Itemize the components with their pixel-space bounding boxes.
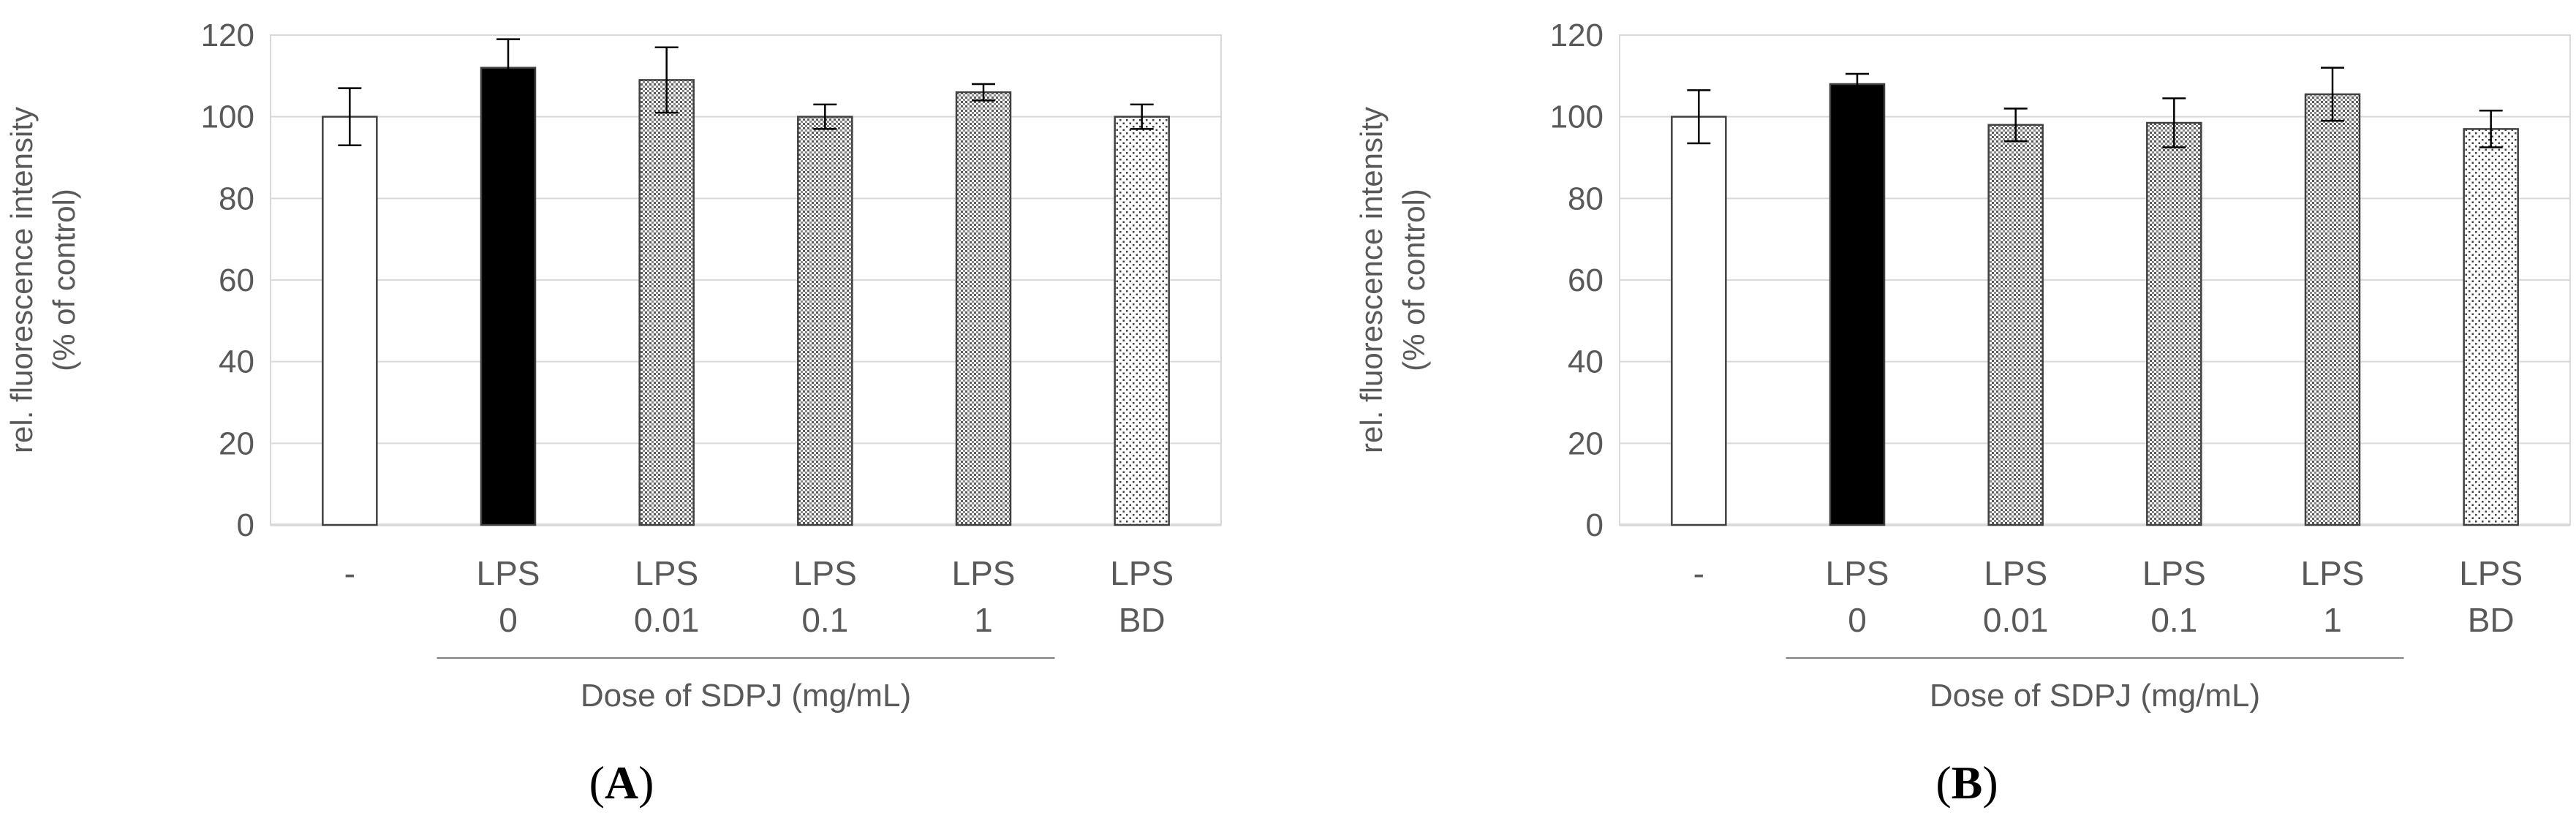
y-tick-label: 100 [1550, 99, 1604, 135]
y-tick-label: 120 [201, 18, 254, 53]
bars [1671, 67, 2519, 526]
bar [797, 116, 853, 526]
x-category-sublabel: 0.1 [801, 601, 848, 639]
x-category-sublabel: 0 [499, 601, 518, 639]
plot-frame [1619, 34, 2571, 526]
y-tick-label: 60 [219, 262, 254, 298]
x-category-sublabel: 0.01 [1983, 601, 2049, 639]
x-category-sublabel: 1 [974, 601, 993, 639]
bar [2304, 93, 2361, 526]
x-category-label: LPS [477, 554, 540, 592]
panel-letter-b: B [1952, 757, 1983, 809]
x-category-label: LPS [2301, 554, 2365, 592]
y-axis: 0 20 40 60 80 100 120 [1550, 18, 1604, 543]
bar [2463, 128, 2519, 526]
y-tick-label: 20 [219, 426, 254, 461]
bar [1987, 124, 2044, 526]
x-category-label: LPS [2142, 554, 2206, 592]
y-tick-label: 40 [219, 344, 254, 380]
y-tick-label: 40 [1568, 344, 1604, 380]
x-category-label: - [344, 554, 355, 592]
y-axis-label-line1: rel. fluorescence intensity [4, 107, 39, 453]
x-category-label: LPS [2459, 554, 2523, 592]
x-category-label: - [1693, 554, 1704, 592]
y-tick-label: 60 [1568, 262, 1604, 298]
x-category-sublabel: 0.01 [634, 601, 700, 639]
y-tick-label: 120 [1550, 18, 1604, 53]
y-axis-label-line2: (% of control) [1397, 189, 1431, 371]
gridlines [270, 34, 1222, 526]
x-axis-label: Dose of SDPJ (mg/mL) [581, 678, 911, 714]
gridlines [1619, 34, 2571, 526]
x-category-sublabel: 0.1 [2150, 601, 2197, 639]
x-category-label: LPS [1826, 554, 1889, 592]
x-category-label: LPS [635, 554, 698, 592]
x-category-sublabel: BD [2468, 601, 2515, 639]
bar [2146, 121, 2202, 526]
bar [1829, 83, 1886, 526]
x-category-label: LPS [793, 554, 857, 592]
x-category-sublabel: 0 [1848, 601, 1867, 639]
plot-frame [270, 34, 1222, 526]
panel-label-b: (B) [1935, 757, 1998, 809]
y-tick-label: 80 [1568, 181, 1604, 216]
x-category-label: LPS [952, 554, 1016, 592]
x-category-sublabel: 1 [2323, 601, 2342, 639]
x-categories: - LPS 0 LPS 0.01 LPS 0.1 LPS 1 LPS BD [1693, 554, 2523, 639]
y-axis: 0 20 40 60 80 100 120 [201, 18, 254, 543]
y-axis-label-line1: rel. fluorescence intensity [1354, 107, 1389, 453]
panel-letter-a: A [605, 757, 638, 809]
x-category-label: LPS [1110, 554, 1174, 592]
y-tick-label: 80 [219, 181, 254, 216]
bar [322, 116, 378, 526]
bar [638, 79, 695, 526]
panel-label-a: (A) [589, 757, 654, 809]
y-tick-label: 100 [201, 99, 254, 135]
bar [1671, 116, 1727, 526]
bars [322, 38, 1170, 526]
x-category-sublabel: BD [1119, 601, 1166, 639]
x-categories: - LPS 0 LPS 0.01 LPS 0.1 LPS 1 LPS BD [344, 554, 1174, 639]
x-category-label: LPS [1984, 554, 2047, 592]
bar [480, 67, 537, 526]
chart-panel-b: 0 20 40 60 80 100 120 - LPS 0 LPS 0.01 LPS 0.1 LPS 1 LP… [1354, 18, 2571, 809]
bar [1114, 116, 1170, 526]
y-axis-label-line2: (% of control) [47, 189, 81, 371]
x-axis-label: Dose of SDPJ (mg/mL) [1930, 678, 2260, 714]
chart-panel-a: 0 20 40 60 80 100 120 - LPS 0 LPS 0.01 LPS 0.1 LPS 1 LP… [4, 18, 1222, 809]
y-tick-label: 0 [1586, 507, 1604, 543]
y-tick-label: 20 [1568, 426, 1604, 461]
y-tick-label: 0 [237, 507, 254, 543]
bar [955, 91, 1012, 526]
